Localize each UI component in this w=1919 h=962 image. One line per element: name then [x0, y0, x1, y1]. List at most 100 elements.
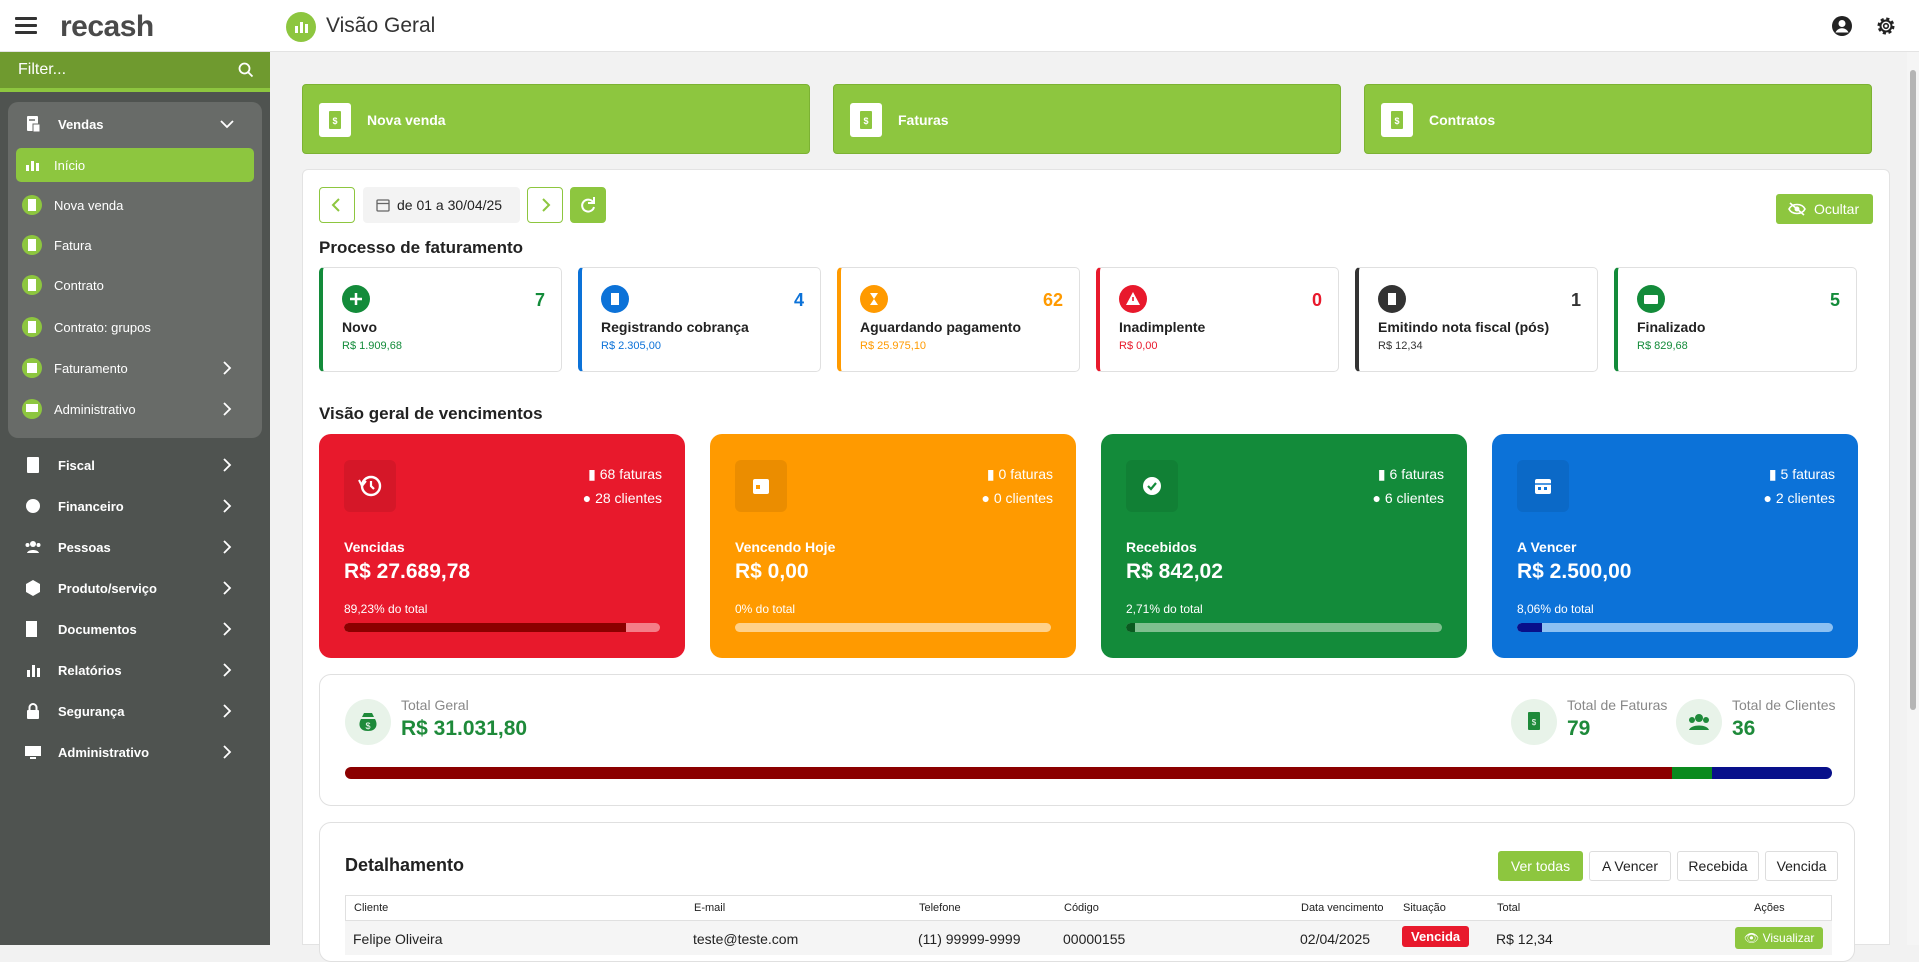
cell-total: R$ 12,34 [1496, 931, 1553, 947]
totals-bar-a-vencer [1712, 767, 1832, 779]
sidebar-item-vendas[interactable]: Vendas [0, 106, 270, 142]
svg-text:$: $ [365, 721, 370, 731]
column-header[interactable]: Situação [1403, 902, 1446, 914]
sidebar-item-produto-servico[interactable]: Produto/serviço [0, 570, 270, 606]
prev-period-button[interactable] [319, 187, 355, 223]
filter-input[interactable] [0, 52, 230, 88]
chevron-right-icon [220, 745, 234, 759]
processo-count: 7 [534, 290, 545, 310]
processo-card-novo[interactable]: 7 Novo R$ 1.909,68 [319, 267, 562, 372]
hide-button[interactable]: Ocultar [1776, 194, 1873, 224]
venc-clientes: ● 6 clientes [1372, 490, 1444, 506]
sidebar-item-relatorios[interactable]: Relatórios [0, 652, 270, 688]
sidebar-item-faturamento[interactable]: Faturamento [16, 351, 254, 385]
processo-count: 5 [1829, 290, 1840, 310]
sidebar-item-label: Documentos [58, 622, 137, 637]
sidebar-item-fiscal[interactable]: Fiscal [0, 447, 270, 483]
venc-faturas: ▮ 5 faturas [1769, 466, 1835, 483]
processo-card-emitindo[interactable]: 1 Emitindo nota fiscal (pós) R$ 12,34 [1355, 267, 1598, 372]
venc-name: Vencidas [344, 539, 405, 555]
sidebar-item-administrativo-vendas[interactable]: Administrativo [16, 392, 254, 426]
table-header: Cliente E-mail Telefone Código Data venc… [345, 895, 1832, 921]
column-header[interactable]: E-mail [694, 902, 726, 914]
processo-card-registrando[interactable]: 4 Registrando cobrança R$ 2.305,00 [578, 267, 821, 372]
venc-faturas: ▮ 0 faturas [987, 466, 1053, 483]
column-header[interactable]: Código [1064, 902, 1099, 914]
chevron-right-icon [220, 458, 234, 472]
sidebar-item-pessoas[interactable]: Pessoas [0, 529, 270, 565]
filter-a-vencer-button[interactable]: A Vencer [1589, 851, 1671, 881]
dashboard-card: de 01 a 30/04/25 Ocultar Processo de fat… [302, 169, 1890, 962]
venc-progress-fill [1517, 623, 1543, 632]
user-icon: ● [1763, 490, 1776, 506]
quick-faturas-button[interactable]: $ Faturas [833, 84, 1341, 154]
sidebar-item-contrato[interactable]: Contrato [16, 268, 254, 302]
venc-card-vencidas[interactable]: ▮ 68 faturas ● 28 clientes Vencidas R$ 2… [319, 434, 685, 658]
processo-card-aguardando[interactable]: 62 Aguardando pagamento R$ 25.975,10 [837, 267, 1080, 372]
venc-card-a-vencer[interactable]: ▮ 5 faturas ● 2 clientes A Vencer R$ 2.5… [1492, 434, 1858, 658]
menu-icon[interactable] [15, 17, 37, 34]
sidebar-item-fatura[interactable]: Fatura [16, 228, 254, 262]
chevron-right-icon [220, 663, 234, 677]
total-clientes-value: 36 [1732, 717, 1756, 740]
sidebar-item-label: Financeiro [58, 499, 124, 514]
visualizar-button[interactable]: 👁 Visualizar [1735, 927, 1824, 949]
money-icon [1637, 285, 1665, 313]
chevron-right-icon [220, 361, 234, 378]
sidebar-item-seguranca[interactable]: Segurança [0, 693, 270, 729]
chart-icon [286, 12, 316, 42]
venc-value: R$ 27.689,78 [344, 560, 471, 583]
gear-icon[interactable] [1875, 15, 1897, 37]
sidebar-item-documentos[interactable]: Documentos [0, 611, 270, 647]
sidebar-item-label: Fiscal [58, 458, 95, 473]
column-header[interactable]: Telefone [919, 902, 961, 914]
scrollbar-thumb[interactable] [1910, 70, 1916, 710]
sidebar-item-administrativo[interactable]: Administrativo [0, 734, 270, 770]
user-icon[interactable] [1831, 15, 1853, 37]
quick-nova-venda-button[interactable]: $ Nova venda [302, 84, 810, 154]
venc-card-hoje[interactable]: ▮ 0 faturas ● 0 clientes Vencendo Hoje R… [710, 434, 1076, 658]
visualizar-label: Visualizar [1762, 931, 1815, 945]
filter-recebida-button[interactable]: Recebida [1677, 851, 1759, 881]
refresh-button[interactable] [570, 187, 606, 223]
sidebar-item-label: Início [54, 158, 86, 173]
sidebar-item-inicio[interactable]: Início [16, 148, 254, 182]
sidebar-item-label: Vendas [58, 117, 104, 132]
invoice-icon [22, 195, 42, 215]
venc-card-recebidos[interactable]: ▮ 6 faturas ● 6 clientes Recebidos R$ 84… [1101, 434, 1467, 658]
venc-clientes-text: 0 clientes [993, 490, 1053, 506]
processo-value: R$ 0,00 [1119, 340, 1158, 352]
processo-value: R$ 829,68 [1637, 340, 1688, 352]
hourglass-icon [860, 285, 888, 313]
processo-name: Emitindo nota fiscal (pós) [1378, 319, 1550, 335]
user-icon: ● [582, 490, 596, 506]
logo[interactable]: recash [60, 10, 154, 43]
processo-card-inadimplente[interactable]: 0 Inadimplente R$ 0,00 [1096, 267, 1339, 372]
scrollbar[interactable] [1907, 52, 1919, 945]
chevron-down-icon [220, 117, 234, 131]
filter-vencida-button[interactable]: Vencida [1765, 851, 1838, 881]
period-selector[interactable]: de 01 a 30/04/25 [363, 187, 520, 223]
quick-contratos-button[interactable]: $ Contratos [1364, 84, 1872, 154]
column-header[interactable]: Cliente [354, 902, 389, 914]
column-header[interactable]: Total [1497, 902, 1521, 914]
venc-progress [1517, 623, 1833, 632]
processo-card-finalizado[interactable]: 5 Finalizado R$ 829,68 [1614, 267, 1857, 372]
next-period-button[interactable] [527, 187, 563, 223]
filter-ver-todas-button[interactable]: Ver todas [1498, 851, 1583, 881]
detalhamento-title: Detalhamento [345, 855, 465, 875]
venc-pct: 2,71% do total [1126, 602, 1203, 616]
processo-count: 0 [1311, 290, 1322, 310]
venc-value: R$ 2.500,00 [1517, 560, 1632, 583]
sidebar-item-nova-venda[interactable]: Nova venda [16, 188, 254, 222]
processo-count: 62 [1042, 290, 1063, 310]
column-header[interactable]: Data vencimento [1301, 902, 1384, 914]
cell-telefone: (11) 99999-9999 [918, 931, 1021, 947]
file-icon: ▮ [1377, 466, 1390, 482]
search-icon[interactable] [238, 62, 254, 83]
sidebar-item-label: Contrato [54, 278, 104, 293]
sidebar-item-financeiro[interactable]: Financeiro [0, 488, 270, 524]
sidebar-item-contrato-grupos[interactable]: Contrato: grupos [16, 310, 254, 344]
sidebar-item-label: Nova venda [54, 198, 124, 213]
table-row[interactable]: Felipe Oliveira teste@teste.com (11) 999… [345, 921, 1832, 955]
